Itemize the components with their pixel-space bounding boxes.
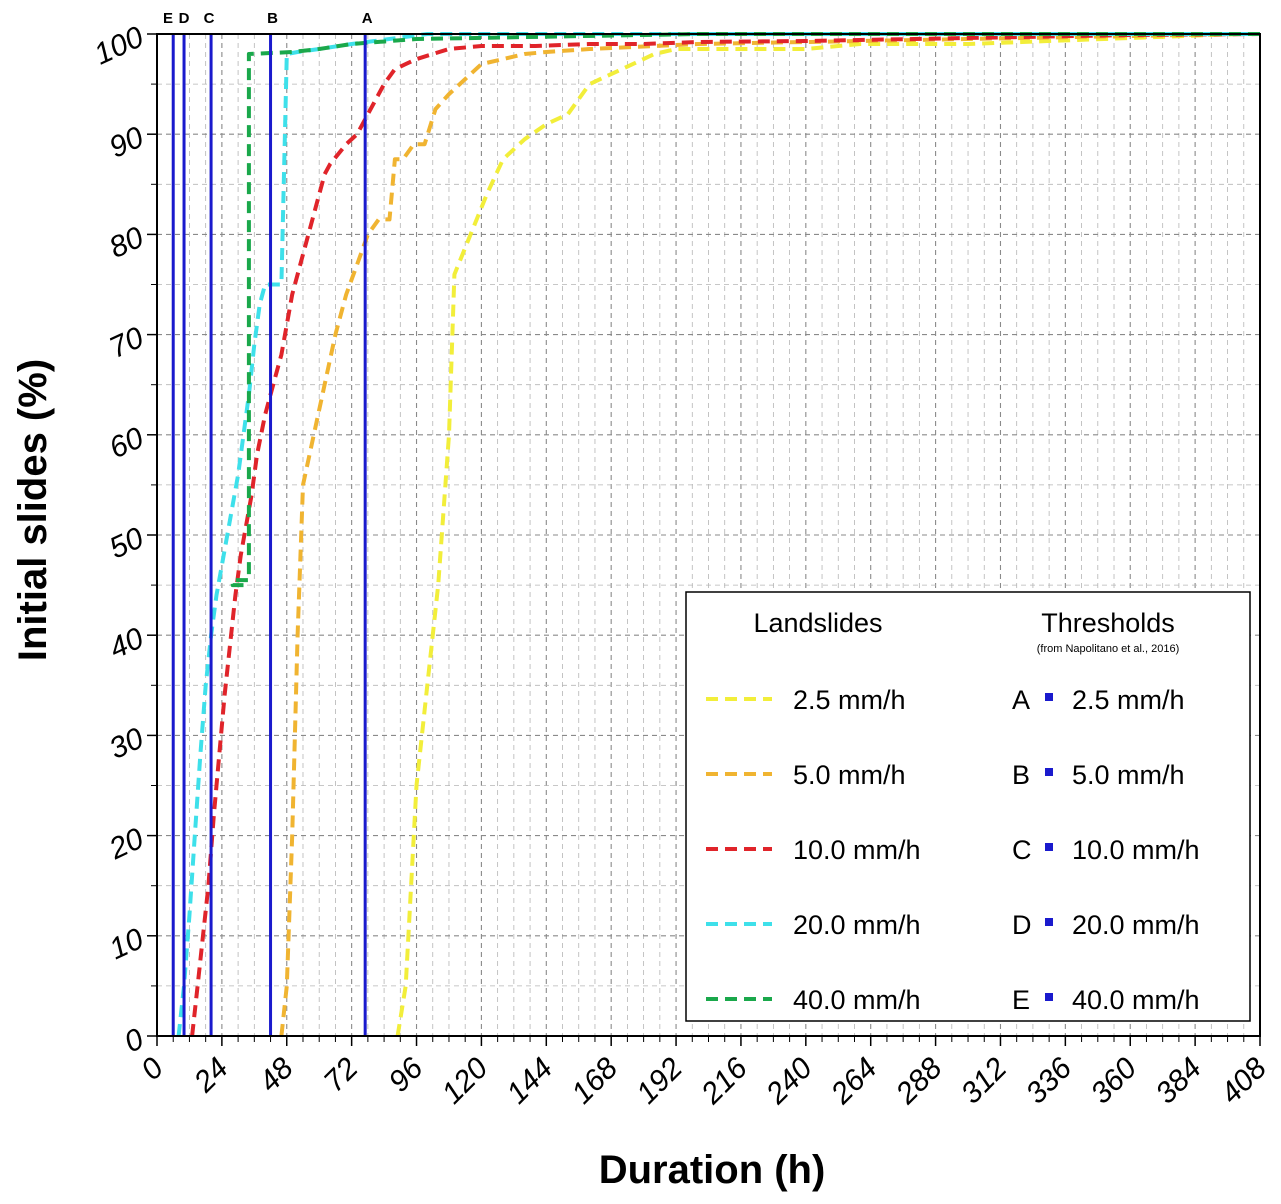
legend-threshold-value: 40.0 mm/h <box>1072 985 1200 1015</box>
legend-threshold-letter: D <box>1012 910 1032 940</box>
legend-threshold-marker <box>1045 693 1053 701</box>
y-tick-label: 70 <box>104 321 148 365</box>
legend-threshold-marker <box>1045 843 1053 851</box>
legend-series-label: 20.0 mm/h <box>793 910 921 940</box>
x-tick-label: 48 <box>253 1051 300 1098</box>
legend-threshold-marker <box>1045 993 1053 1001</box>
legend-threshold-letter: C <box>1012 835 1032 865</box>
threshold-label-c: C <box>204 10 215 27</box>
x-tick-label: 120 <box>436 1051 495 1110</box>
x-tick-label: 0 <box>135 1051 170 1086</box>
y-tick-label: 100 <box>89 20 149 71</box>
legend-thresholds-title: Thresholds <box>1041 608 1175 638</box>
legend-threshold-letter: A <box>1012 685 1030 715</box>
legend-series-label: 2.5 mm/h <box>793 685 906 715</box>
series-line-2-5-mm-h <box>395 32 1260 1037</box>
series-layer <box>176 32 1261 1037</box>
x-tick-label: 24 <box>187 1052 235 1100</box>
x-tick-label: 312 <box>955 1051 1014 1110</box>
legend-series: 2.5 mm/h 5.0 mm/h 10.0 mm/h 20.0 mm/h 40.0 m… <box>706 685 921 1015</box>
legend-thresholds: A 2.5 mm/h B 5.0 mm/h C 10.0 mm/h D 20.0 mm/h E 4… <box>1012 685 1200 1015</box>
x-tick-label: 384 <box>1149 1052 1208 1111</box>
x-tick-label: 216 <box>694 1051 754 1111</box>
y-tick-label: 50 <box>104 521 148 565</box>
y-tick-label: 10 <box>104 922 148 966</box>
x-tick-label: 360 <box>1084 1051 1143 1110</box>
legend-series-label: 5.0 mm/h <box>793 760 906 790</box>
x-tick-label: 72 <box>318 1051 365 1098</box>
threshold-layer: A B CDE <box>163 10 373 1036</box>
y-tick-label: 20 <box>104 822 149 867</box>
x-tick-label: 288 <box>889 1051 949 1111</box>
x-tick-label: 96 <box>383 1051 430 1098</box>
threshold-label-b: B <box>267 10 278 27</box>
x-tick-label: 408 <box>1214 1051 1273 1110</box>
legend-threshold-value: 2.5 mm/h <box>1072 685 1185 715</box>
legend-threshold-letter: B <box>1012 760 1030 790</box>
legend-thresholds-subtitle: (from Napolitano et al., 2016) <box>1037 643 1179 655</box>
series-line-20-0-mm-h <box>176 32 1260 1037</box>
legend-box <box>685 591 1251 1022</box>
x-tick-label: 192 <box>630 1051 689 1110</box>
legend-threshold-letter: E <box>1012 985 1030 1015</box>
x-axis-label: Duration (h) <box>599 1148 826 1192</box>
legend-series-label: 10.0 mm/h <box>793 835 921 865</box>
y-tick-label: 30 <box>104 722 148 766</box>
threshold-label-e: E <box>163 10 173 27</box>
series-line-5-0-mm-h <box>279 32 1260 1037</box>
legend-threshold-value: 20.0 mm/h <box>1072 910 1200 940</box>
series-line-10-0-mm-h <box>190 32 1261 1037</box>
legend-threshold-marker <box>1045 768 1053 776</box>
x-tick-label: 336 <box>1020 1051 1079 1110</box>
x-tick-label: 168 <box>565 1051 624 1110</box>
legend-landslides-title: Landslides <box>753 608 882 638</box>
legend-threshold-marker <box>1045 918 1053 926</box>
y-axis-label: Initial slides (%) <box>11 359 55 661</box>
x-tick-label: 240 <box>759 1051 819 1111</box>
legend-series-label: 40.0 mm/h <box>793 985 921 1015</box>
x-tick-label: 144 <box>501 1052 560 1111</box>
y-tick-label: 90 <box>104 120 148 164</box>
legend-threshold-value: 10.0 mm/h <box>1072 835 1200 865</box>
legend-threshold-value: 5.0 mm/h <box>1072 760 1185 790</box>
legend: Landslides Thresholds (from Napolitano e… <box>685 591 1251 1022</box>
y-tick-label: 60 <box>104 421 148 465</box>
series-line-40-0-mm-h <box>230 32 1260 588</box>
threshold-label-a: A <box>362 10 373 27</box>
y-tick-label: 40 <box>104 621 148 665</box>
x-tick-label: 264 <box>824 1052 883 1111</box>
y-tick-label: 80 <box>104 221 148 265</box>
threshold-label-d: D <box>179 10 190 27</box>
